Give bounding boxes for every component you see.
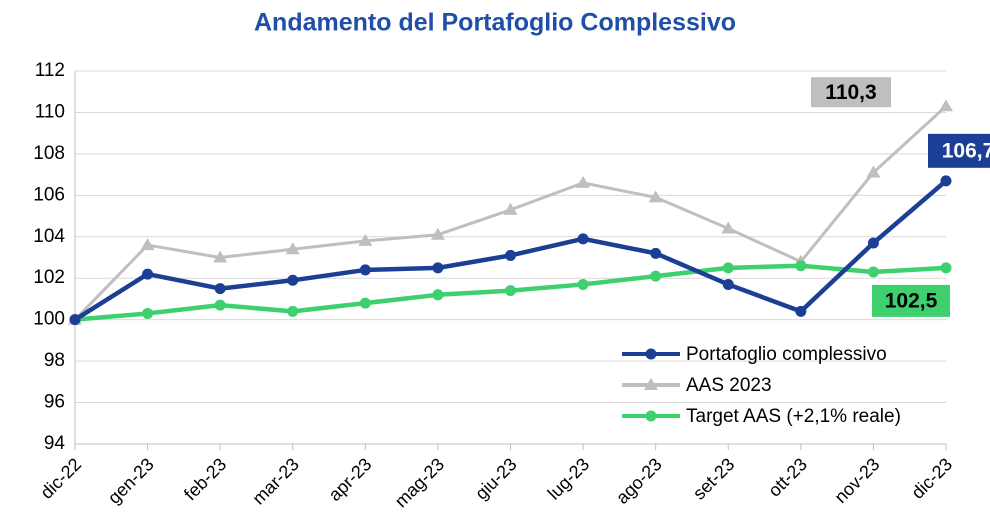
point	[432, 262, 444, 274]
value-label-box	[811, 77, 891, 108]
point	[722, 278, 734, 290]
point	[867, 237, 879, 249]
value-label: 102,5	[885, 289, 938, 312]
x-tick-label: lug-23	[544, 454, 594, 504]
point	[358, 233, 373, 246]
y-tick-label: 98	[44, 350, 65, 371]
x-tick-label: ott-23	[764, 454, 811, 501]
point	[576, 175, 591, 188]
y-tick-label: 104	[33, 226, 65, 247]
point	[866, 165, 881, 178]
x-tick-label: dic-22	[36, 454, 85, 503]
point	[214, 283, 226, 295]
point	[577, 278, 589, 290]
legend-marker	[644, 378, 658, 390]
x-tick-label: giu-23	[471, 454, 521, 504]
y-tick-label: 96	[44, 392, 65, 413]
point	[359, 264, 371, 276]
point	[505, 285, 516, 297]
y-tick-label: 106	[33, 184, 65, 205]
point	[650, 270, 662, 282]
point	[69, 314, 81, 326]
point	[503, 202, 518, 215]
x-tick-label: nov-23	[831, 454, 884, 507]
point	[432, 289, 444, 301]
point	[867, 266, 879, 278]
y-tick-label: 112	[35, 60, 65, 81]
legend-label: AAS 2023	[686, 375, 772, 396]
x-tick-label: mar-23	[248, 454, 302, 508]
value-label-box	[928, 133, 990, 168]
point	[648, 190, 663, 203]
legend-marker	[645, 410, 657, 422]
x-tick-label: mag-23	[391, 454, 448, 511]
legend-label: Target AAS (+2,1% reale)	[686, 406, 901, 427]
point	[142, 307, 154, 319]
legend-label: Portafoglio complessivo	[686, 344, 887, 365]
legend-marker	[645, 348, 657, 360]
point	[722, 262, 734, 274]
point	[795, 305, 807, 317]
point	[940, 175, 952, 187]
point	[359, 297, 371, 309]
point	[939, 99, 953, 112]
value-label: 106,7	[942, 139, 990, 162]
point	[287, 274, 299, 286]
point	[505, 249, 516, 261]
chart-title: Andamento del Portafoglio Complessivo	[254, 9, 736, 37]
x-tick-label: dic-23	[907, 454, 956, 503]
x-tick-label: ago-23	[612, 454, 666, 508]
y-tick-label: 100	[33, 309, 65, 330]
point	[214, 299, 226, 311]
point	[430, 227, 445, 240]
point	[213, 250, 228, 263]
value-label-box	[872, 284, 950, 317]
x-tick-label: apr-23	[325, 454, 376, 505]
point	[142, 268, 154, 280]
x-tick-label: feb-23	[180, 454, 230, 504]
point	[285, 242, 300, 255]
y-tick-label: 110	[35, 101, 65, 122]
point	[650, 247, 662, 259]
point	[795, 260, 807, 272]
value-label: 110,3	[825, 81, 876, 104]
x-tick-label: set-23	[689, 454, 739, 504]
point	[940, 262, 952, 274]
y-tick-label: 102	[33, 267, 65, 288]
point	[577, 233, 589, 245]
point	[287, 305, 299, 317]
y-tick-label: 108	[33, 143, 65, 164]
point	[721, 221, 736, 234]
point	[140, 238, 155, 251]
x-tick-label: gen-23	[104, 454, 158, 508]
y-tick-label: 94	[44, 433, 66, 454]
